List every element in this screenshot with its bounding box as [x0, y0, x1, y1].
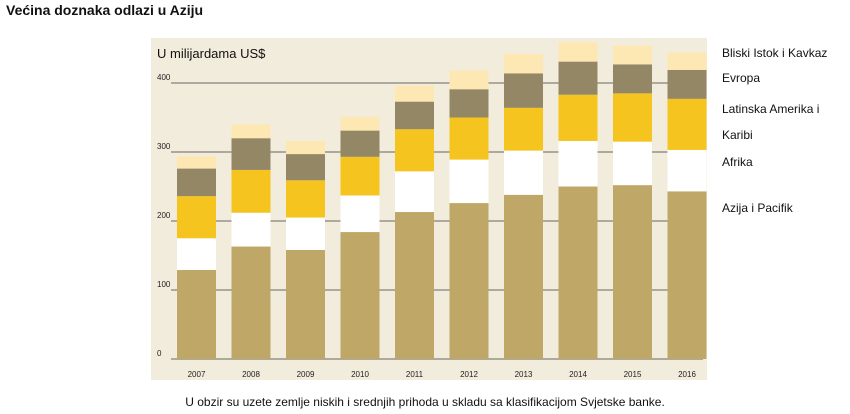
bar-2013-series-1: [504, 150, 543, 195]
bar-2016-series-4: [667, 52, 707, 70]
bar-2015-series-3: [613, 64, 652, 94]
y-tick-label-200: 200: [157, 211, 171, 220]
bar-2016-series-1: [667, 149, 707, 192]
bar-2011-series-1: [395, 171, 434, 213]
x-tick-label-2007: 2007: [188, 370, 206, 379]
bar-2007-series-1: [177, 238, 216, 270]
bar-2014-series-2: [558, 94, 598, 141]
x-tick-label-2011: 2011: [406, 370, 424, 379]
bar-2015-series-0: [613, 185, 652, 359]
bar-2009-series-3: [286, 154, 325, 181]
x-tick-label-2013: 2013: [515, 370, 533, 379]
bar-2013-series-3: [504, 73, 543, 108]
legend-afrika: Afrika: [722, 155, 753, 169]
x-tick-label-2012: 2012: [460, 370, 478, 379]
bar-2013-series-0: [504, 194, 543, 359]
bar-2014-series-0: [558, 186, 598, 359]
y-tick-label-400: 400: [157, 73, 171, 82]
x-tick-label-2008: 2008: [242, 370, 260, 379]
bar-2008-series-0: [231, 246, 271, 359]
bar-2010-series-4: [340, 116, 380, 131]
bar-2009-series-2: [286, 180, 325, 218]
bar-2012-series-1: [449, 159, 489, 204]
y-tick-label-0: 0: [157, 349, 162, 358]
bar-2007-series-2: [177, 196, 216, 239]
bar-2014-series-3: [558, 61, 598, 95]
bar-2008-series-2: [231, 169, 271, 213]
legend-azija-pacifik: Azija i Pacifik: [722, 201, 793, 215]
bar-2015-series-1: [613, 141, 652, 186]
legend-bliski-istok: Bliski Istok i Kavkaz: [722, 46, 828, 60]
bar-2012-series-4: [449, 70, 489, 90]
x-tick-label-2009: 2009: [297, 370, 315, 379]
y-axis-unit-label: U milijardama US$: [157, 46, 266, 61]
x-tick-label-2010: 2010: [351, 370, 369, 379]
chart-title: Većina doznaka odlazi u Aziju: [6, 2, 204, 18]
footnote: U obzir su uzete zemlje niskih i srednji…: [185, 395, 665, 409]
bar-2016-series-0: [667, 191, 707, 359]
bar-2016-series-2: [667, 98, 707, 150]
x-tick-label-2015: 2015: [624, 370, 642, 379]
bar-2013-series-2: [504, 107, 543, 151]
bar-2008-series-1: [231, 212, 271, 247]
bar-2009-series-0: [286, 249, 325, 359]
bar-2016-series-3: [667, 69, 707, 99]
bar-2007-series-0: [177, 269, 216, 359]
bar-2008-series-4: [231, 124, 271, 139]
y-tick-label-300: 300: [157, 142, 171, 151]
bar-2010-series-1: [340, 195, 380, 233]
bar-2012-series-0: [449, 203, 489, 359]
bar-2010-series-3: [340, 130, 380, 157]
y-tick-label-100: 100: [157, 280, 171, 289]
bar-2011-series-4: [395, 85, 434, 102]
legend-evropa: Evropa: [722, 71, 761, 85]
bar-2012-series-3: [449, 89, 489, 118]
bar-2011-series-2: [395, 129, 434, 172]
legend-latinska-amerika-line1: Latinska Amerika i: [722, 102, 820, 116]
bar-2009-series-1: [286, 217, 325, 250]
bar-2010-series-0: [340, 232, 380, 359]
bar-2014-series-4: [558, 42, 598, 62]
bar-2007-series-4: [177, 156, 216, 169]
bar-2010-series-2: [340, 156, 380, 196]
x-tick-label-2016: 2016: [678, 370, 696, 379]
x-tick-label-2014: 2014: [569, 370, 587, 379]
bar-2011-series-0: [395, 212, 434, 359]
bar-2015-series-4: [613, 45, 652, 65]
bar-2015-series-2: [613, 93, 652, 142]
bar-2011-series-3: [395, 101, 434, 130]
bar-2007-series-3: [177, 168, 216, 197]
bar-2013-series-4: [504, 54, 543, 74]
bar-2009-series-4: [286, 140, 325, 155]
legend-latinska-amerika-line2: Karibi: [722, 128, 753, 142]
bar-2012-series-2: [449, 117, 489, 160]
bar-2014-series-1: [558, 140, 598, 187]
bar-2008-series-3: [231, 138, 271, 170]
